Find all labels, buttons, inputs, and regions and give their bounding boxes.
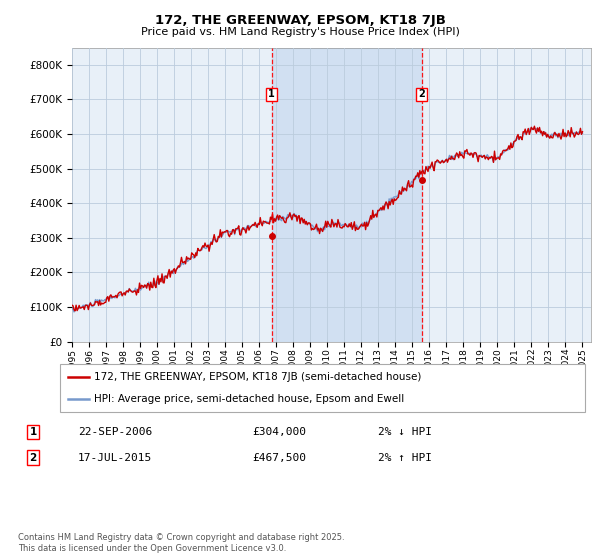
Text: 2% ↑ HPI: 2% ↑ HPI xyxy=(378,452,432,463)
Text: £467,500: £467,500 xyxy=(252,452,306,463)
Text: Contains HM Land Registry data © Crown copyright and database right 2025.
This d: Contains HM Land Registry data © Crown c… xyxy=(18,533,344,553)
Text: 2: 2 xyxy=(418,89,425,99)
Text: 22-SEP-2006: 22-SEP-2006 xyxy=(78,427,152,437)
Bar xyxy=(272,48,422,342)
Text: 1: 1 xyxy=(29,427,37,437)
Text: £304,000: £304,000 xyxy=(252,427,306,437)
Text: 172, THE GREENWAY, EPSOM, KT18 7JB (semi-detached house): 172, THE GREENWAY, EPSOM, KT18 7JB (semi… xyxy=(94,372,421,382)
Text: Price paid vs. HM Land Registry's House Price Index (HPI): Price paid vs. HM Land Registry's House … xyxy=(140,27,460,37)
Text: 172, THE GREENWAY, EPSOM, KT18 7JB: 172, THE GREENWAY, EPSOM, KT18 7JB xyxy=(155,14,445,27)
Text: 17-JUL-2015: 17-JUL-2015 xyxy=(78,452,152,463)
Text: 1: 1 xyxy=(268,89,275,99)
Text: 2: 2 xyxy=(29,452,37,463)
Text: 2% ↓ HPI: 2% ↓ HPI xyxy=(378,427,432,437)
Text: HPI: Average price, semi-detached house, Epsom and Ewell: HPI: Average price, semi-detached house,… xyxy=(94,394,404,404)
